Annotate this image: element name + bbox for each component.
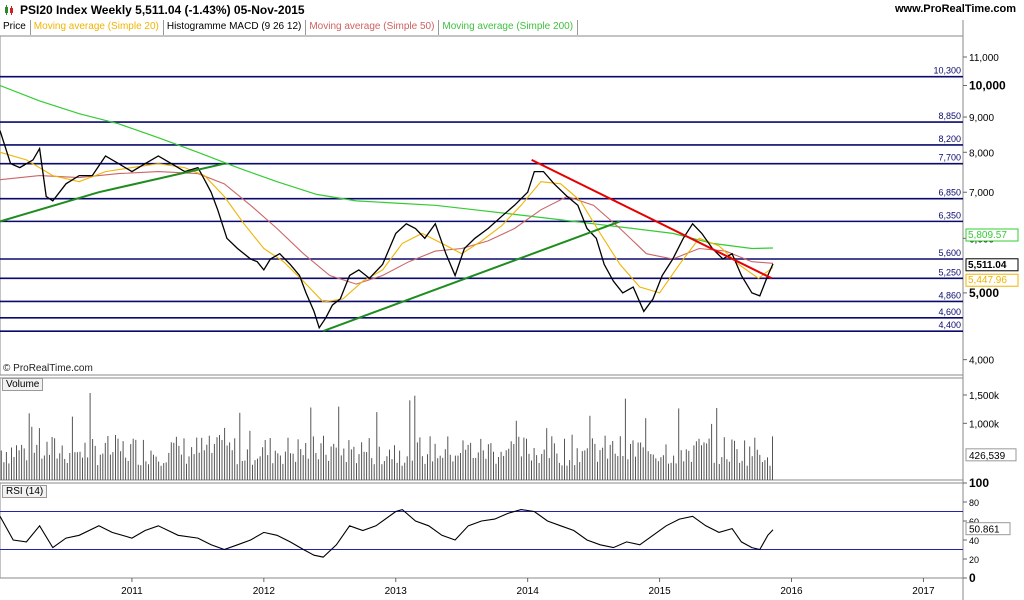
rsi-y-tick-label: 80 — [969, 498, 979, 508]
rsi-line — [0, 508, 774, 558]
y-tick-label: 11,000 — [969, 53, 999, 64]
price-line — [0, 130, 774, 330]
last-value-box — [965, 258, 1019, 272]
support-level-label: 6,350 — [938, 210, 961, 220]
y-tick-label: 7,000 — [969, 188, 994, 199]
x-tick-label: 2017 — [912, 586, 935, 597]
last-value-box — [965, 273, 1019, 287]
support-level-label: 4,860 — [938, 290, 961, 300]
panel-frame — [0, 35, 964, 376]
x-tick-label: 2016 — [780, 586, 803, 597]
y-tick-label: 4,000 — [969, 356, 994, 367]
last-value-label: 5,447.96 — [968, 275, 1007, 286]
rsi-y-tick-label: 100 — [969, 476, 989, 490]
ma200-line — [0, 84, 774, 250]
volume-last-label: 426,539 — [969, 451, 1006, 462]
y-tick-label: 10,000 — [969, 79, 1006, 93]
rsi-last-box — [965, 522, 1011, 536]
rsi-y-tick-label: 40 — [969, 536, 979, 546]
trend-line-red — [531, 159, 773, 280]
support-level-label: 4,600 — [938, 307, 961, 317]
ma50-line — [0, 171, 774, 285]
volume-last-box — [965, 448, 1017, 462]
copyright-label: © ProRealTime.com — [3, 363, 93, 374]
y-tick-label: 9,000 — [969, 113, 994, 124]
rsi-last-label: 50.861 — [969, 525, 1000, 536]
volume-y-tick-label: 1,500k — [969, 391, 1000, 402]
support-level-label: 5,250 — [938, 267, 961, 277]
ma20-line — [0, 151, 774, 303]
last-value-label: 5,809.57 — [968, 230, 1007, 241]
x-tick-label: 2011 — [121, 586, 143, 597]
legend-item[interactable]: Moving average (Simple 50) — [306, 20, 440, 35]
rsi-y-tick-label: 20 — [969, 555, 979, 565]
x-tick-label: 2013 — [385, 586, 408, 597]
indicator-legend: Price Moving average (Simple 20) Histogram… — [0, 20, 579, 35]
support-level-label: 8,200 — [938, 134, 961, 144]
rsi-y-tick-label: 60 — [969, 517, 979, 527]
support-level-label: 6,850 — [938, 188, 961, 198]
candlestick-icon — [5, 5, 13, 15]
support-level-label: 10,300 — [933, 66, 961, 76]
legend-item[interactable]: Moving average (Simple 200) — [439, 20, 579, 35]
legend-item[interactable]: Histogramme MACD (9 26 12) — [164, 20, 307, 35]
legend-item[interactable]: Moving average (Simple 20) — [31, 20, 164, 35]
chart-title: PSI20 Index Weekly 5,511.04 (-1.43%) 05-… — [20, 3, 305, 17]
x-tick-label: 2012 — [253, 586, 276, 597]
trend-line-green — [0, 162, 225, 223]
trend-line-green — [322, 220, 621, 333]
volume-y-tick-label: 1,000k — [969, 419, 1000, 430]
y-tick-label: 5,000 — [969, 286, 999, 300]
chart-header: PSI20 Index Weekly 5,511.04 (-1.43%) 05-… — [0, 0, 1024, 20]
support-level-label: 8,850 — [938, 111, 961, 121]
support-level-label: 5,600 — [938, 248, 961, 258]
last-value-label: 5,511.04 — [968, 260, 1007, 271]
volume-panel-label: Volume — [2, 378, 44, 391]
rsi-y-tick-label: 0 — [969, 571, 976, 585]
support-level-label: 7,700 — [938, 153, 961, 163]
source-link[interactable]: www.ProRealTime.com — [894, 3, 1016, 15]
x-tick-label: 2015 — [648, 586, 671, 597]
y-tick-label: 8,000 — [969, 148, 994, 159]
rsi-panel-label: RSI (14) — [2, 485, 48, 498]
last-value-box — [965, 228, 1019, 242]
x-tick-label: 2014 — [517, 586, 540, 597]
volume-bars — [0, 393, 773, 480]
support-level-label: 4,400 — [938, 320, 961, 330]
legend-item[interactable]: Price — [0, 20, 31, 35]
panel-frame — [0, 377, 964, 481]
